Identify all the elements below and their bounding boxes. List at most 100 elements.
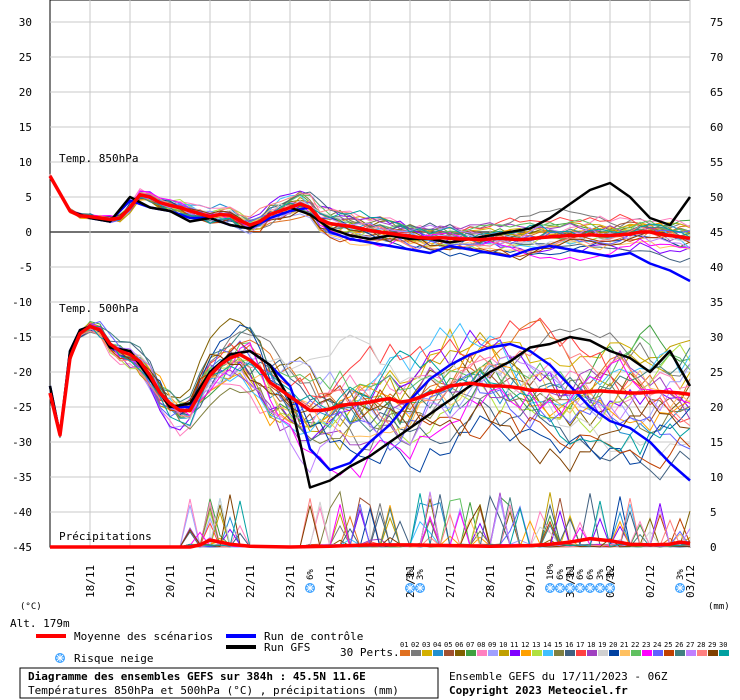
x-tick-label: 18/11 bbox=[84, 565, 97, 598]
pert-number: 23 bbox=[642, 641, 650, 649]
left-tick-label: 5 bbox=[25, 191, 32, 204]
pert-number: 05 bbox=[444, 641, 452, 649]
pert-legend: 01 02 03 04 05 06 07 08 09 10 11 12 13 14 15 16 17 18 19 20… bbox=[400, 641, 729, 656]
pert-swatch bbox=[598, 650, 608, 656]
right-tick-label: 45 bbox=[710, 226, 723, 239]
snow-risk-marker: 6% bbox=[575, 569, 586, 593]
snow-icon-glyph bbox=[306, 584, 314, 592]
legend-control-label: Run de contrôle bbox=[264, 630, 363, 643]
pert-swatch bbox=[587, 650, 597, 656]
ensemble-member-850 bbox=[49, 173, 691, 255]
run-info: Ensemble GEFS du 17/11/2023 - 06Z bbox=[449, 670, 668, 683]
right-tick-label: 0 bbox=[710, 541, 717, 554]
left-tick-label: 10 bbox=[19, 156, 32, 169]
pert-number: 08 bbox=[477, 641, 485, 649]
pert-swatch bbox=[543, 650, 553, 656]
ensemble-member-500 bbox=[49, 320, 691, 451]
pert-swatch bbox=[697, 650, 707, 656]
pert-swatch bbox=[455, 650, 465, 656]
x-tick-label: 02/12 bbox=[644, 565, 657, 598]
gfs-line-850hPa bbox=[48, 175, 692, 244]
left-tick-label: 20 bbox=[19, 86, 32, 99]
pert-number: 13 bbox=[532, 641, 540, 649]
right-tick-label: 60 bbox=[710, 121, 723, 134]
pert-number: 04 bbox=[433, 641, 441, 649]
pert-number: 19 bbox=[598, 641, 606, 649]
pert-number: 15 bbox=[554, 641, 562, 649]
x-tick-label: 24/11 bbox=[324, 565, 337, 598]
snow-risk-marker: 3% bbox=[415, 569, 426, 593]
pert-swatch bbox=[422, 650, 432, 656]
mean-line-precip bbox=[50, 536, 691, 549]
snow-risk-marker: 3% bbox=[595, 569, 606, 593]
left-unit: (°C) bbox=[20, 602, 42, 612]
x-tick-label: 27/11 bbox=[444, 565, 457, 598]
pert-swatch bbox=[411, 650, 421, 656]
pert-swatch bbox=[565, 650, 575, 656]
right-tick-label: 50 bbox=[710, 191, 723, 204]
pert-swatch bbox=[510, 650, 520, 656]
ensemble-member-500 bbox=[49, 324, 691, 456]
chart-title: Diagramme des ensembles GEFS sur 384h : … bbox=[28, 670, 366, 683]
snow-risk-percent: 3% bbox=[406, 569, 416, 580]
snow-icon-glyph bbox=[546, 584, 554, 592]
legend-mean-label: Moyenne des scénarios bbox=[74, 630, 213, 643]
x-tick-label: 29/11 bbox=[524, 565, 537, 598]
copyright: Copyright 2023 Meteociel.fr bbox=[449, 684, 628, 697]
left-tick-label: 15 bbox=[19, 121, 32, 134]
pert-number: 16 bbox=[565, 641, 573, 649]
pert-number: 18 bbox=[587, 641, 595, 649]
right-tick-label: 75 bbox=[710, 16, 723, 29]
snow-risk-markers: 6% 3% 3% 10% 6% 3% 6% 6% 3% 3% 3% bbox=[305, 563, 686, 593]
pert-swatch bbox=[444, 650, 454, 656]
right-tick-label: 10 bbox=[710, 471, 723, 484]
pert-number: 20 bbox=[609, 641, 617, 649]
x-tick-label: 21/11 bbox=[204, 565, 217, 598]
snow-risk-percent: 6% bbox=[306, 569, 316, 580]
ensemble-member-500 bbox=[49, 327, 691, 474]
pert-number: 26 bbox=[675, 641, 683, 649]
pert-number: 14 bbox=[543, 641, 551, 649]
pert-number: 07 bbox=[466, 641, 474, 649]
snow-risk-marker: 6% bbox=[305, 569, 316, 593]
snow-risk-percent: 3% bbox=[606, 569, 616, 580]
ensemble-member-500 bbox=[49, 327, 691, 473]
pert-number: 06 bbox=[455, 641, 463, 649]
pert-number: 11 bbox=[510, 641, 518, 649]
right-tick-label: 35 bbox=[710, 296, 723, 309]
ensemble-member-500 bbox=[49, 327, 691, 433]
ensemble-member-500 bbox=[49, 324, 691, 481]
x-tick-label: 28/11 bbox=[484, 565, 497, 598]
legend-perts-label: 30 Perts. bbox=[340, 646, 400, 659]
x-tick-label: 25/11 bbox=[364, 565, 377, 598]
left-tick-label: 30 bbox=[19, 16, 32, 29]
snow-icon-glyph bbox=[606, 584, 614, 592]
pert-swatch bbox=[532, 650, 542, 656]
pert-swatch bbox=[686, 650, 696, 656]
pert-swatch bbox=[499, 650, 509, 656]
right-tick-label: 40 bbox=[710, 261, 723, 274]
chart-subtitle: Températures 850hPa et 500hPa (°C) , pré… bbox=[28, 684, 399, 697]
snow-risk-marker: 3% bbox=[605, 569, 616, 593]
snow-icon-glyph bbox=[416, 584, 424, 592]
pert-swatch bbox=[466, 650, 476, 656]
pert-number: 22 bbox=[631, 641, 639, 649]
legend-snow-icon bbox=[55, 653, 65, 663]
pert-number: 17 bbox=[576, 641, 584, 649]
snow-icon-glyph bbox=[586, 584, 594, 592]
pert-swatch bbox=[400, 650, 410, 656]
pert-number: 03 bbox=[422, 641, 430, 649]
snow-risk-percent: 3% bbox=[676, 569, 686, 580]
chart-grid bbox=[49, 0, 691, 548]
pert-swatch bbox=[642, 650, 652, 656]
pert-swatch bbox=[576, 650, 586, 656]
altitude-label: Alt. 179m bbox=[10, 617, 70, 630]
left-tick-label: -25 bbox=[12, 401, 32, 414]
snow-risk-percent: 3% bbox=[566, 569, 576, 580]
pert-swatch bbox=[653, 650, 663, 656]
pert-swatch bbox=[521, 650, 531, 656]
pert-swatch bbox=[675, 650, 685, 656]
pert-number: 12 bbox=[521, 641, 529, 649]
pert-number: 25 bbox=[664, 641, 672, 649]
